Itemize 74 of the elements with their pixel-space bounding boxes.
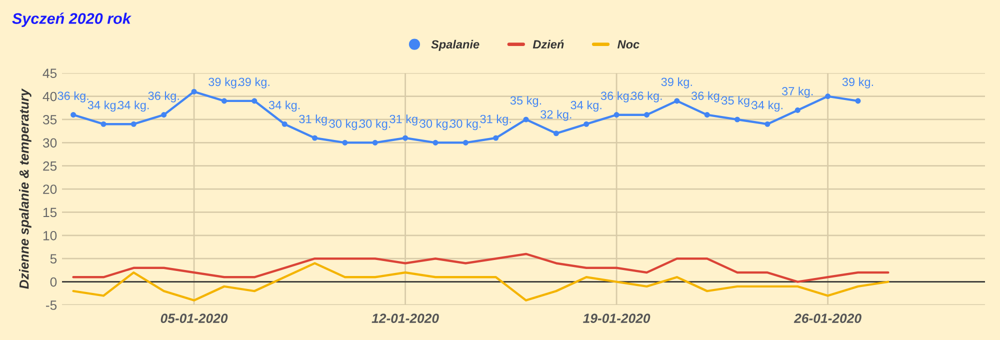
x-tick-label: 12-01-2020 bbox=[372, 314, 439, 324]
y-tick-label: 5 bbox=[50, 254, 57, 264]
point bbox=[312, 135, 318, 141]
legend-label: Dzień bbox=[532, 40, 564, 49]
line-series bbox=[72, 262, 890, 302]
x-tick-label: 05-01-2020 bbox=[160, 314, 228, 324]
data-label: 32 kg. bbox=[540, 110, 572, 121]
data-label: 34 kg. bbox=[570, 100, 602, 112]
chart-title: Syczeń 2020 rok bbox=[12, 12, 132, 27]
y-tick-label: 15 bbox=[43, 208, 57, 218]
point bbox=[432, 140, 438, 146]
data-label: 30 kg. bbox=[359, 119, 390, 130]
point bbox=[674, 98, 680, 104]
data-label: 30 kg. bbox=[329, 119, 360, 130]
y-tick-label: 20 bbox=[43, 184, 57, 194]
point bbox=[704, 112, 710, 118]
data-label: 31 kg. bbox=[299, 114, 330, 126]
data-label: 31 kg. bbox=[390, 114, 420, 126]
point bbox=[372, 140, 378, 146]
y-tick-label: 40 bbox=[42, 92, 57, 102]
data-label: 34 kg. bbox=[268, 100, 300, 112]
point bbox=[342, 140, 348, 146]
point bbox=[644, 112, 650, 118]
line-series bbox=[72, 252, 890, 283]
point bbox=[130, 121, 136, 127]
data-label: 34 kg. bbox=[118, 100, 149, 112]
y-tick-label: -5 bbox=[46, 300, 57, 310]
data-label: 36 kg. bbox=[631, 91, 662, 102]
data-label: 36 kg. bbox=[600, 91, 632, 102]
point bbox=[764, 121, 770, 127]
y-tick-label: 45 bbox=[42, 68, 57, 78]
point bbox=[553, 130, 559, 136]
point bbox=[614, 112, 620, 118]
data-label: 36 kg. bbox=[148, 91, 179, 102]
data-label: 39 kg. bbox=[208, 77, 240, 88]
point bbox=[462, 140, 468, 146]
data-label: 35 kg. bbox=[510, 96, 542, 107]
point bbox=[493, 135, 499, 141]
legend-label: Spalanie bbox=[431, 40, 480, 51]
data-label: 34 kg. bbox=[752, 100, 782, 112]
point bbox=[523, 116, 529, 122]
data-label: 36 kg. bbox=[691, 91, 722, 102]
y-axis-title: Dzienne spalanie & temperatury bbox=[19, 88, 32, 289]
data-label: 30 kg. bbox=[420, 119, 450, 130]
point bbox=[794, 107, 800, 113]
point bbox=[855, 98, 861, 104]
point bbox=[252, 98, 258, 104]
point bbox=[100, 121, 106, 127]
legend-label: Noc bbox=[618, 40, 640, 49]
data-label: 37 kg. bbox=[782, 86, 813, 98]
data-label: 31 kg. bbox=[480, 114, 511, 126]
point bbox=[734, 116, 740, 122]
data-label: 30 kg. bbox=[450, 119, 481, 130]
point bbox=[282, 121, 288, 127]
x-tick-label: 26-01-2020 bbox=[794, 314, 862, 324]
data-label: 34 kg. bbox=[88, 100, 118, 112]
data-label: 39 kg. bbox=[238, 77, 270, 88]
y-tick-label: 30 bbox=[42, 138, 57, 148]
x-tick-label: 19-01-2020 bbox=[583, 314, 650, 324]
point bbox=[191, 88, 197, 94]
data-label: 35 kg. bbox=[722, 96, 752, 107]
y-tick-label: 0 bbox=[50, 277, 57, 287]
y-tick-label: 10 bbox=[43, 230, 57, 240]
point bbox=[402, 135, 408, 141]
data-label: 39 kg. bbox=[661, 77, 692, 88]
point bbox=[584, 121, 590, 127]
data-label: 36 kg. bbox=[58, 91, 88, 102]
data-label: 39 kg. bbox=[842, 77, 873, 88]
point bbox=[825, 94, 831, 100]
y-tick-label: 25 bbox=[43, 161, 57, 171]
point bbox=[221, 98, 227, 104]
point bbox=[161, 112, 167, 118]
point bbox=[70, 112, 76, 118]
y-tick-label: 35 bbox=[42, 115, 57, 124]
